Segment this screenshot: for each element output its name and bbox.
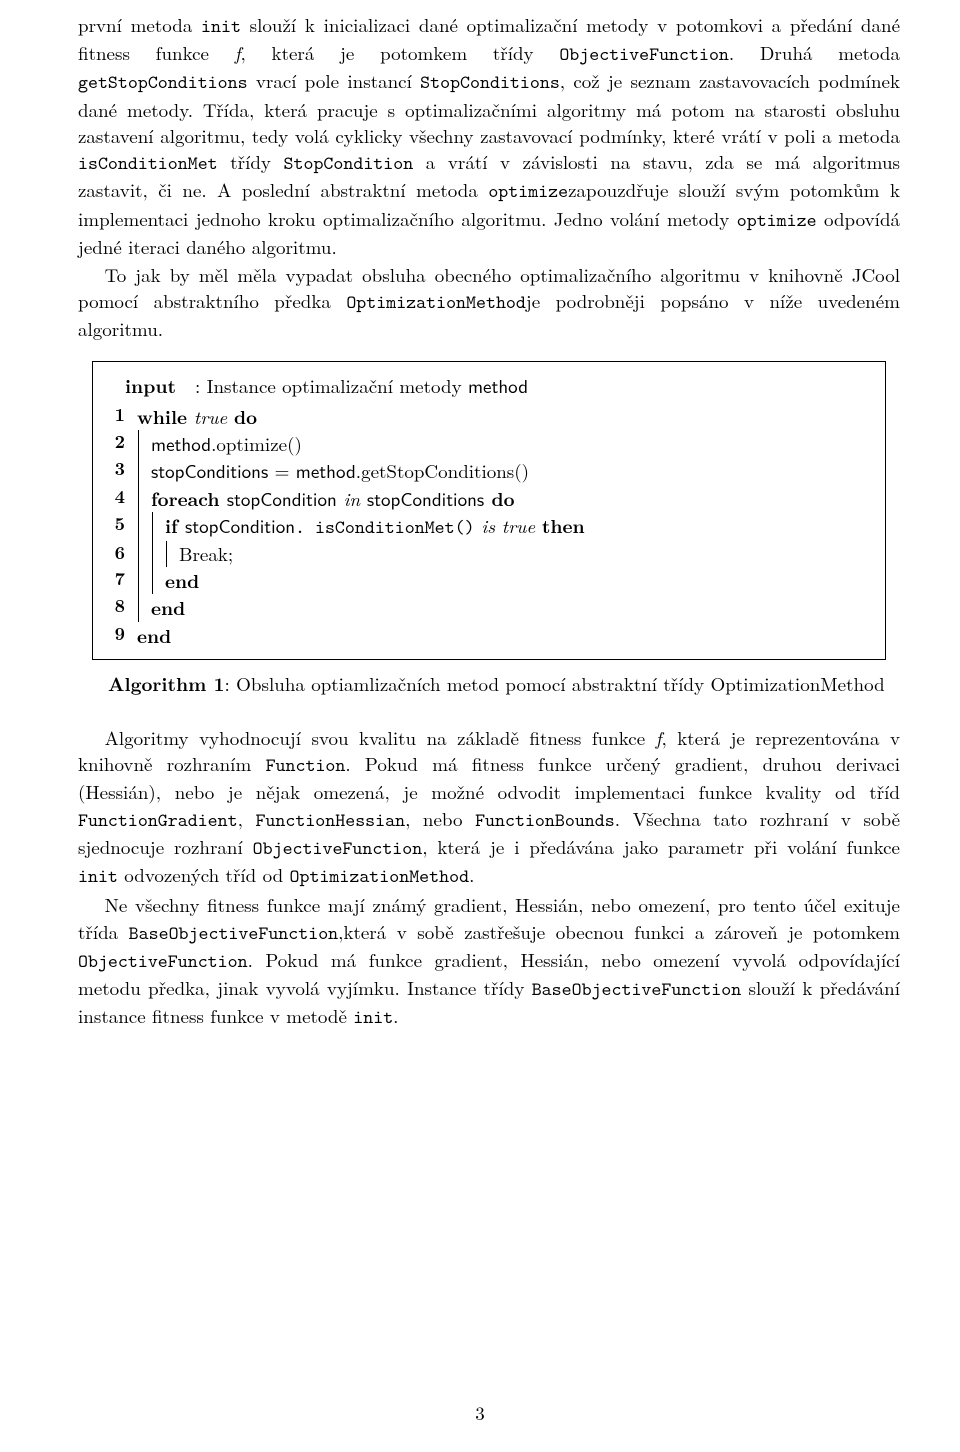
indent-bar [166, 541, 177, 567]
code-isconditionmet: isConditionMet [78, 151, 218, 176]
algo-line-4: foreach stopCondition in stopConditions … [135, 485, 871, 512]
kw-if: if [165, 511, 185, 539]
code-optimize: optimize [488, 179, 568, 204]
algo-line-5: if stopCondition. isConditionMet() is tr… [135, 512, 871, 541]
algo-body: 1 while true do 2 method.optimize() 3 st… [107, 403, 871, 649]
text: . [469, 861, 474, 888]
line-number: 9 [107, 622, 129, 649]
code-optimize-2: optimize [737, 208, 817, 233]
text: , nebo [405, 805, 475, 832]
code-function: Function [266, 753, 346, 778]
text: , která je i předávána jako parametr při… [422, 833, 900, 860]
text: = [268, 457, 295, 484]
sf-method: method [296, 456, 356, 484]
indent-bar [138, 594, 149, 621]
text: .getStopConditions() [356, 457, 529, 484]
code-baseobjectivefunction: BaseObjectiveFunction [129, 921, 338, 946]
text: Algoritmy vyhodnocují svou kvalitu na zá… [105, 724, 656, 751]
indent-bar [138, 430, 149, 457]
algorithm-caption: Algorithm 1: Obsluha optiamlizačních met… [108, 670, 886, 697]
kw-end: end [165, 566, 199, 594]
kw-while: while [137, 402, 187, 430]
text-break: Break; [179, 540, 233, 567]
algo-line-2: method.optimize() [135, 430, 871, 457]
line-number: 7 [107, 567, 129, 594]
algo-line-8: end [135, 594, 871, 621]
code-functiongradient: FunctionGradient [78, 808, 238, 833]
kw-do: do [484, 484, 514, 512]
text: první metoda [78, 11, 201, 38]
code-init: init [353, 1005, 393, 1030]
sf-stopconditions: stopConditions [151, 456, 268, 484]
text: . [393, 1002, 398, 1029]
page-number: 3 [0, 1400, 960, 1426]
paragraph-3: Algoritmy vyhodnocují svou kvalitu na zá… [78, 725, 900, 890]
algo-input-code: method [468, 371, 528, 399]
line-number: 8 [107, 594, 129, 621]
kw-end: end [137, 621, 171, 649]
paragraph-1: první metoda init slouží k inicializaci … [78, 12, 900, 260]
indent-bar [138, 567, 149, 594]
line-number: 6 [107, 541, 129, 567]
kw-true: true [187, 403, 234, 430]
indent-bar [138, 485, 149, 512]
kw-is-true: is true [475, 512, 542, 539]
indent-bar [138, 541, 149, 567]
line-number: 2 [107, 430, 129, 457]
algo-input-label: input [125, 371, 176, 399]
sf-method: method [151, 429, 211, 457]
sf-stopcondition: stopCondition [227, 484, 337, 512]
code-optimizationmethod: OptimizationMethod [346, 290, 526, 315]
algo-line-3: stopConditions = method.getStopCondition… [135, 457, 871, 484]
code-functionhessian: FunctionHessian [255, 808, 405, 833]
algo-line-1: while true do [135, 403, 871, 430]
text: ,která v sobě zastřešuje obecnou funkci … [338, 918, 900, 945]
paragraph-2: To jak by měl měla vypadat obsluha obecn… [78, 262, 900, 343]
indent-bar [138, 457, 149, 484]
kw-in: in [337, 485, 367, 512]
algorithm-box: input : Instance optimalizační metody me… [92, 361, 886, 660]
algo-line-9: end [135, 622, 871, 649]
code-init: init [201, 14, 241, 39]
kw-end: end [151, 593, 185, 621]
code-optimizationmethod: OptimizationMethod [290, 864, 470, 889]
algo-input-line: input : Instance optimalizační metody me… [125, 372, 871, 399]
code-stopcondition: StopCondition [284, 151, 414, 176]
kw-then: then [542, 511, 585, 539]
algo-input-text: : Instance optimalizační metody [195, 372, 468, 399]
line-number: 3 [107, 457, 129, 484]
caption-head: Algorithm 1 [108, 669, 225, 697]
text: , která je potomkem třídy [241, 39, 560, 66]
algo-line-7: end [135, 567, 871, 594]
text: .optimize() [211, 430, 302, 457]
text: . Druhá metoda [729, 39, 900, 66]
indent-bar [152, 512, 163, 541]
line-number: 4 [107, 485, 129, 512]
code-getstopconditions: getStopConditions [78, 70, 248, 95]
kw-foreach: foreach [151, 484, 227, 512]
kw-do: do [234, 402, 257, 430]
paragraph-4: Ne všechny fitness funkce mají známý gra… [78, 892, 900, 1031]
indent-bar [152, 567, 163, 594]
text: vrací pole instancí [248, 67, 421, 94]
code-functionbounds: FunctionBounds [475, 808, 615, 833]
code-objectivefunction: ObjectiveFunction [253, 836, 423, 861]
code-isconditionmet: . isConditionMet() [295, 515, 475, 540]
code-baseobjectivefunction: BaseObjectiveFunction [532, 977, 741, 1002]
code-stopconditions: StopConditions [420, 70, 560, 95]
indent-bar [138, 512, 149, 541]
code-objectivefunction: ObjectiveFunction [78, 949, 248, 974]
sf-stopcondition: stopCondition [185, 511, 295, 539]
text: třídy [218, 148, 284, 175]
line-number: 1 [107, 403, 129, 430]
text: , [238, 805, 256, 832]
code-init: init [78, 864, 118, 889]
caption-text: : Obsluha optiamlizačních metod pomocí a… [225, 670, 885, 697]
indent-bar [152, 541, 163, 567]
algo-line-6: Break; [135, 541, 871, 567]
text: odvozených tříd od [118, 861, 290, 888]
code-objectivefunction: ObjectiveFunction [559, 42, 729, 67]
line-number: 5 [107, 512, 129, 541]
sf-stopconditions: stopConditions [367, 484, 484, 512]
